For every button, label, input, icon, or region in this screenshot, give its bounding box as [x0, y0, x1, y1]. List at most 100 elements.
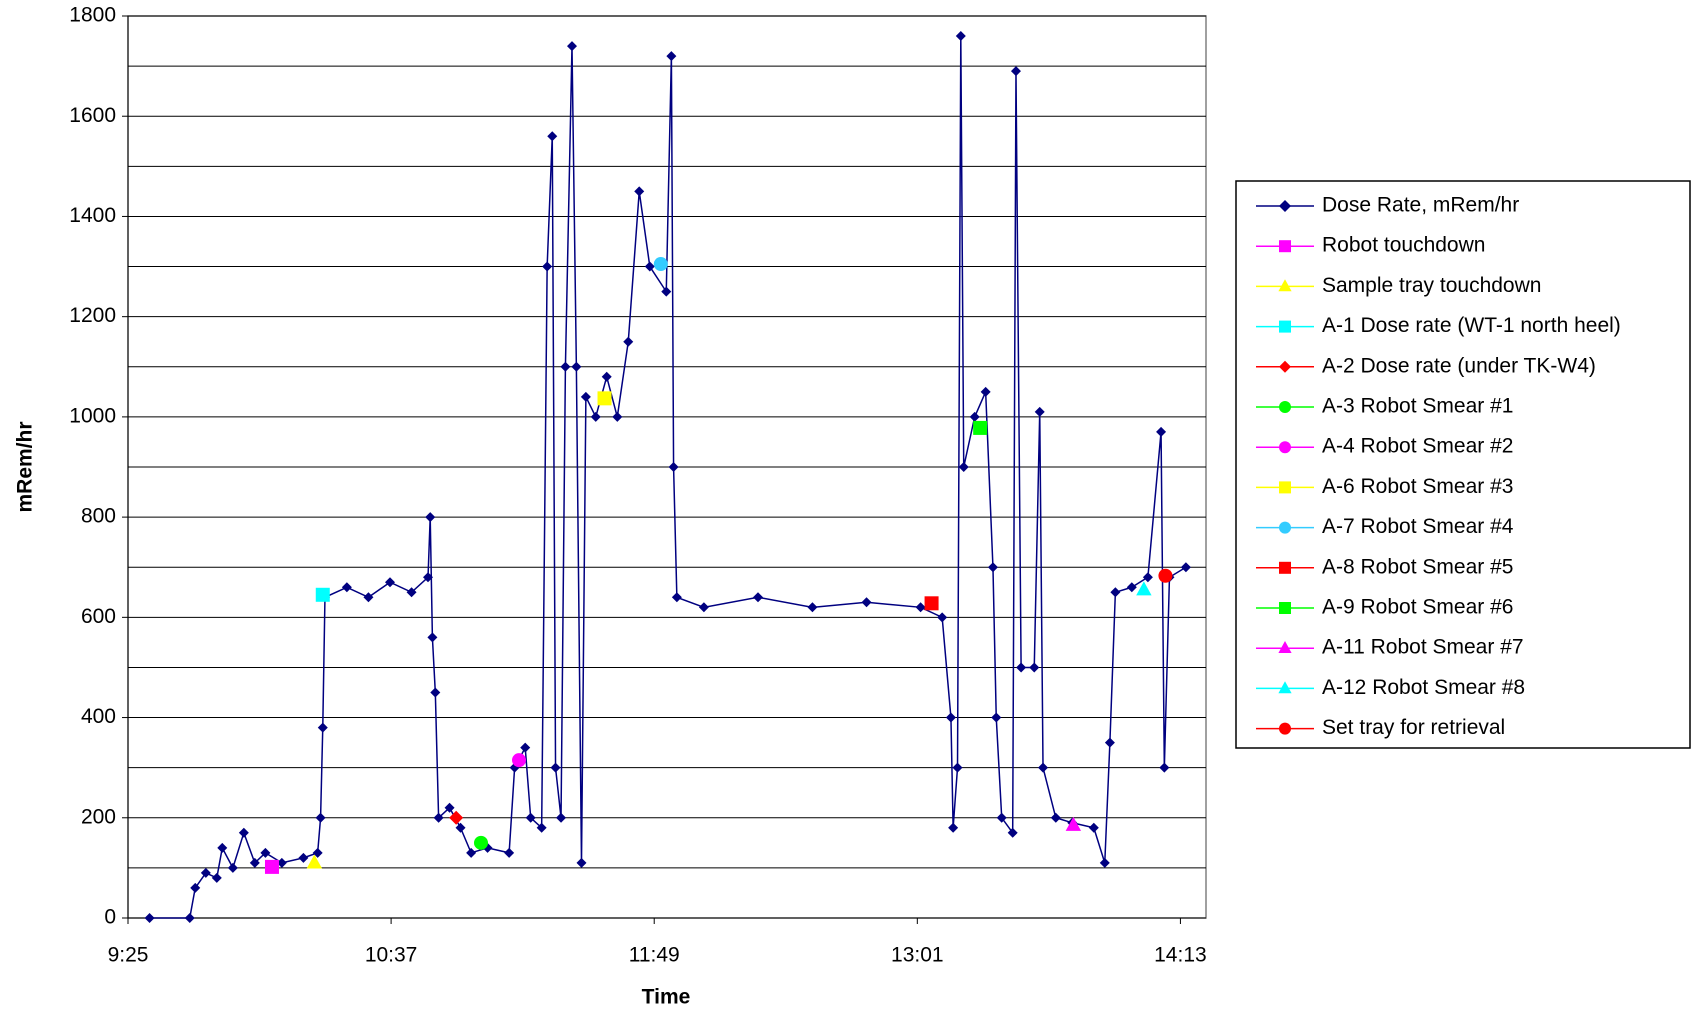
marker	[1088, 822, 1099, 833]
marker	[315, 812, 326, 823]
legend-label: A-7 Robot Smear #4	[1322, 515, 1514, 538]
marker	[996, 812, 1007, 823]
marker	[1007, 827, 1018, 838]
marker	[644, 261, 655, 272]
legend-label: Robot touchdown	[1322, 234, 1485, 257]
marker	[184, 913, 195, 923]
marker	[406, 587, 417, 598]
marker	[1016, 662, 1027, 673]
legend-label: A-1 Dose rate (WT-1 north heel)	[1322, 314, 1621, 337]
marker	[1010, 66, 1021, 77]
y-tick-label: 1200	[69, 304, 116, 327]
marker	[597, 391, 612, 406]
marker	[987, 562, 998, 573]
marker	[1279, 401, 1291, 413]
marker	[444, 802, 455, 813]
marker	[547, 131, 558, 142]
marker	[1279, 320, 1291, 333]
legend-label: Dose Rate, mRem/hr	[1322, 194, 1519, 217]
marker	[525, 812, 536, 823]
marker	[661, 286, 672, 297]
marker	[1279, 521, 1291, 534]
y-tick-label: 200	[81, 805, 116, 828]
marker	[671, 592, 682, 603]
marker	[653, 257, 668, 272]
marker	[238, 827, 249, 838]
marker	[980, 386, 991, 397]
legend-label: Set tray for retrieval	[1322, 716, 1505, 739]
legend-label: A-11 Robot Smear #7	[1322, 636, 1524, 659]
marker	[1136, 581, 1152, 596]
marker	[634, 186, 645, 197]
y-tick-label: 600	[81, 605, 116, 628]
marker	[1279, 481, 1291, 494]
marker	[1065, 816, 1082, 831]
marker	[298, 852, 309, 863]
marker	[915, 602, 926, 613]
marker	[1029, 662, 1040, 673]
marker	[425, 512, 436, 523]
marker	[312, 847, 323, 858]
marker	[449, 810, 464, 825]
marker	[1099, 857, 1110, 868]
y-tick-label: 1400	[69, 204, 116, 227]
marker	[306, 854, 323, 869]
marker	[1279, 240, 1291, 253]
marker	[571, 361, 582, 372]
y-axis-title: mRem/hr	[14, 421, 37, 512]
marker	[1110, 587, 1121, 598]
marker	[623, 336, 634, 347]
marker	[1156, 426, 1167, 437]
marker	[560, 361, 571, 372]
marker	[276, 857, 287, 868]
legend-label: A-4 Robot Smear #2	[1322, 435, 1513, 458]
legend-label: A-6 Robot Smear #3	[1322, 475, 1513, 498]
marker	[807, 602, 818, 613]
marker	[955, 31, 966, 42]
marker	[668, 462, 679, 472]
marker	[217, 842, 228, 853]
legend-box	[1235, 180, 1691, 749]
marker	[601, 371, 612, 382]
x-tick-label: 9:25	[108, 944, 149, 967]
marker	[536, 822, 547, 833]
marker	[190, 882, 201, 893]
marker	[520, 742, 531, 753]
x-tick-label: 13:01	[891, 944, 944, 967]
marker	[590, 411, 601, 422]
marker	[1278, 641, 1292, 653]
marker	[576, 857, 587, 868]
marker	[427, 632, 438, 643]
marker	[752, 592, 763, 603]
marker	[264, 859, 279, 874]
legend-label: A-12 Robot Smear #8	[1322, 676, 1525, 699]
marker	[1279, 561, 1291, 574]
marker	[1104, 737, 1115, 748]
marker	[945, 712, 956, 723]
marker	[1159, 762, 1170, 773]
marker	[1279, 360, 1291, 373]
marker	[973, 420, 988, 435]
legend-label: A-9 Robot Smear #6	[1322, 596, 1513, 619]
marker	[227, 862, 238, 873]
marker	[200, 867, 211, 878]
legend-label: Sample tray touchdown	[1322, 274, 1541, 297]
y-tick-label: 800	[81, 505, 116, 528]
marker	[317, 722, 328, 733]
marker	[1279, 441, 1291, 454]
marker	[211, 872, 222, 883]
marker	[423, 572, 434, 583]
marker	[1278, 681, 1292, 694]
x-tick-label: 11:49	[629, 944, 680, 967]
marker	[1279, 200, 1291, 212]
marker	[952, 762, 963, 773]
marker	[144, 913, 155, 923]
marker	[430, 687, 441, 698]
marker	[550, 762, 561, 773]
marker	[455, 822, 466, 833]
marker	[315, 587, 330, 602]
marker	[924, 596, 939, 611]
marker	[958, 462, 969, 472]
